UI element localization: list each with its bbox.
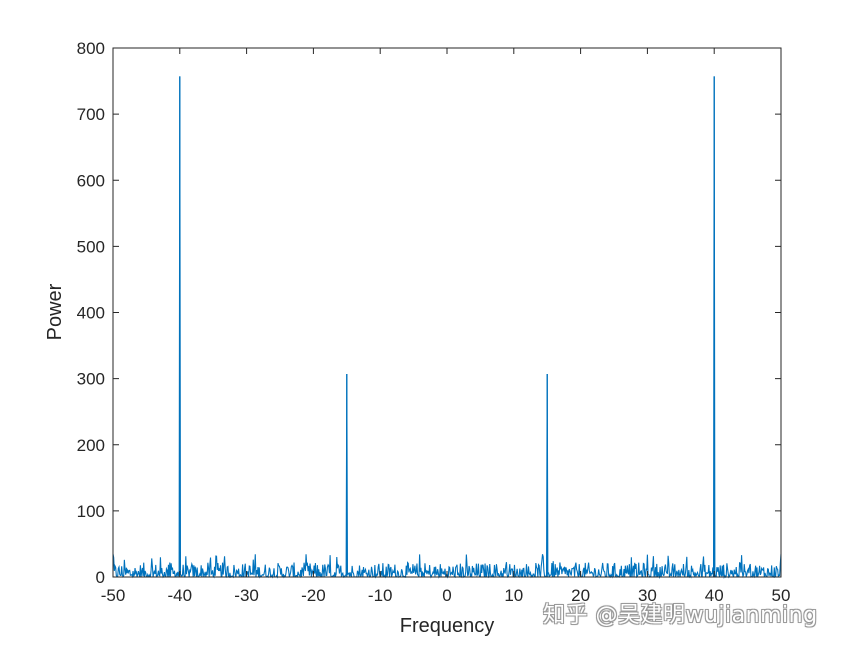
y-axis-label: Power (44, 283, 66, 340)
y-tick-label: 800 (77, 39, 105, 58)
axes-box (112, 47, 782, 578)
watermark: 知乎 @吴建明wujianming (543, 603, 818, 628)
x-tick-label: -50 (101, 586, 126, 605)
y-axis-ticks: 0 100 200 300 400 500 600 700 800 (77, 39, 781, 587)
x-tick-label: 30 (638, 586, 657, 605)
y-tick-label: 600 (77, 171, 105, 190)
x-tick-label: -10 (368, 586, 393, 605)
y-tick-label: 500 (77, 237, 105, 256)
x-tick-label: 10 (504, 586, 523, 605)
x-tick-label: 0 (442, 586, 451, 605)
x-tick-label: 40 (705, 586, 724, 605)
x-tick-label: -20 (301, 586, 326, 605)
y-tick-label: 100 (77, 502, 105, 521)
y-tick-label: 0 (96, 568, 105, 587)
x-tick-label: -40 (168, 586, 193, 605)
x-axis-ticks: -50 -40 -30 -20 -10 0 10 20 30 40 50 (101, 48, 791, 605)
x-tick-label: -30 (234, 586, 259, 605)
x-tick-label: 50 (772, 586, 791, 605)
x-axis-label: Frequency (400, 615, 495, 637)
y-tick-label: 300 (77, 370, 105, 389)
y-tick-label: 700 (77, 105, 105, 124)
y-tick-label: 200 (77, 436, 105, 455)
y-tick-label: 400 (77, 304, 105, 323)
x-tick-label: 20 (571, 586, 590, 605)
